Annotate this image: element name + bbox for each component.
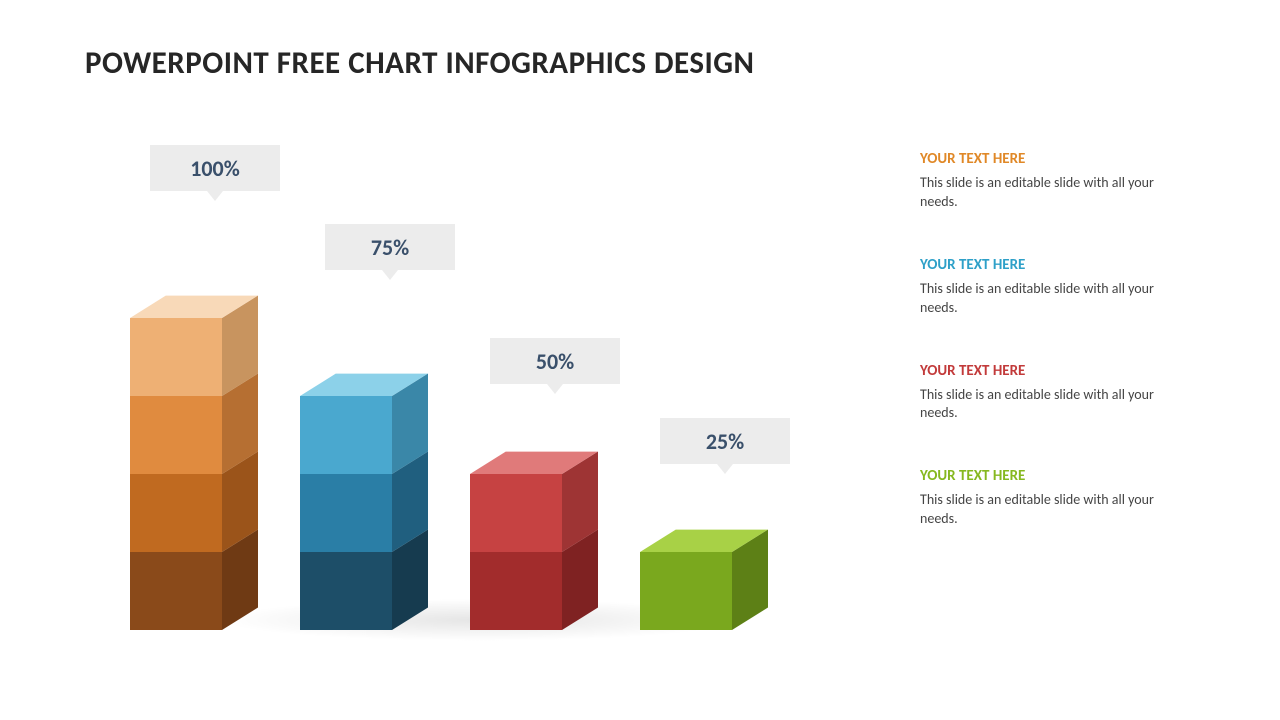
value-callout-3: 25%	[660, 418, 790, 464]
legend-desc: This slide is an editable slide with all…	[920, 280, 1170, 318]
value-callout-2: 50%	[490, 338, 620, 384]
legend-item-0: YOUR TEXT HERE This slide is an editable…	[920, 150, 1170, 212]
legend-heading: YOUR TEXT HERE	[920, 256, 1170, 274]
legend-heading: YOUR TEXT HERE	[920, 362, 1170, 380]
bar-segment-front	[300, 474, 392, 552]
bar-chart: 100% 75% 50% 25%	[130, 150, 830, 650]
bar-segment-front	[130, 474, 222, 552]
legend-item-2: YOUR TEXT HERE This slide is an editable…	[920, 362, 1170, 424]
bar-column-1	[300, 396, 428, 630]
bar-column-2	[470, 474, 598, 630]
bar-column-3	[640, 552, 768, 630]
legend: YOUR TEXT HERE This slide is an editable…	[920, 150, 1170, 573]
legend-item-1: YOUR TEXT HERE This slide is an editable…	[920, 256, 1170, 318]
legend-heading: YOUR TEXT HERE	[920, 150, 1170, 168]
bar-segment-front	[130, 318, 222, 396]
bar-segment-front	[130, 552, 222, 630]
bar-segment-front	[470, 552, 562, 630]
legend-heading: YOUR TEXT HERE	[920, 467, 1170, 485]
legend-desc: This slide is an editable slide with all…	[920, 386, 1170, 424]
bar-segment-front	[640, 552, 732, 630]
legend-desc: This slide is an editable slide with all…	[920, 491, 1170, 529]
slide-title: POWERPOINT FREE CHART INFOGRAPHICS DESIG…	[85, 44, 754, 82]
bar-column-0	[130, 318, 258, 630]
value-callout-0: 100%	[150, 145, 280, 191]
bar-segment-front	[470, 474, 562, 552]
legend-item-3: YOUR TEXT HERE This slide is an editable…	[920, 467, 1170, 529]
bar-segment-front	[300, 396, 392, 474]
value-callout-1: 75%	[325, 224, 455, 270]
bar-segment-front	[300, 552, 392, 630]
legend-desc: This slide is an editable slide with all…	[920, 174, 1170, 212]
bar-segment-front	[130, 396, 222, 474]
